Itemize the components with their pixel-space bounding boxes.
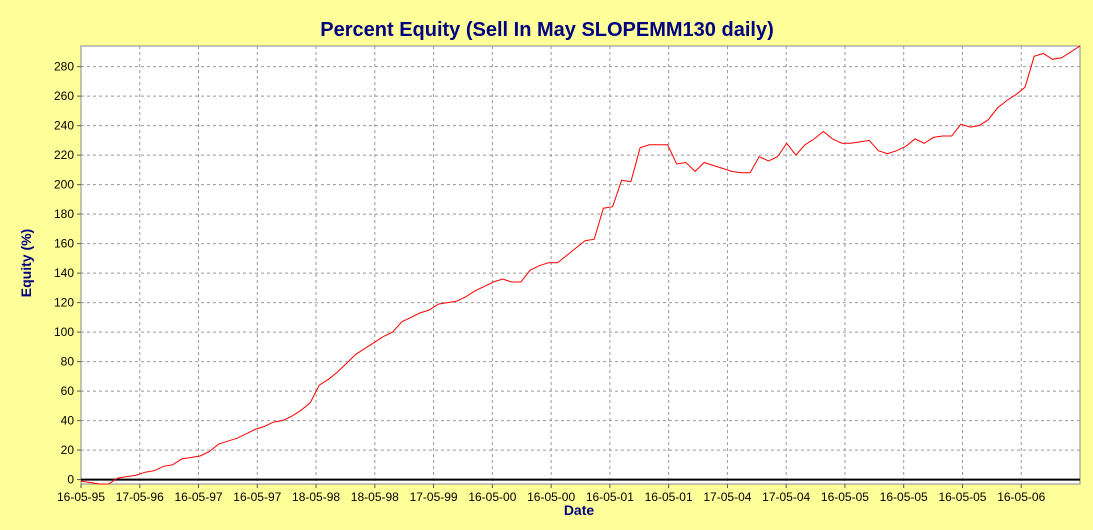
y-tick-label: 140: [54, 266, 74, 280]
y-tick-label: 260: [54, 89, 74, 103]
x-tick-label: 16-05-00: [468, 490, 516, 504]
x-tick-label: 16-05-01: [586, 490, 634, 504]
y-tick-label: 100: [54, 325, 74, 339]
y-tick-label: 0: [67, 473, 74, 487]
x-axis-label: Date: [564, 502, 595, 518]
y-tick-label: 200: [54, 178, 74, 192]
grid: [81, 46, 1080, 484]
x-tick-label: 18-05-98: [292, 490, 340, 504]
series-line-equity: [80, 45, 1081, 485]
x-tick-label: 16-05-00: [527, 490, 575, 504]
x-tick-label: 16-05-05: [821, 490, 869, 504]
x-tick-label: 16-05-05: [938, 490, 986, 504]
x-tick-label: 17-05-99: [410, 490, 458, 504]
y-tick-label: 280: [54, 60, 74, 74]
x-tick-label: 16-05-95: [57, 490, 105, 504]
y-axis-label: Equity (%): [18, 229, 34, 297]
y-tick-label: 240: [54, 119, 74, 133]
x-tick-label: 16-05-97: [175, 490, 223, 504]
y-axis: 0 20 40 60 80 100 120 140 160 180 200 220 240 260 280: [54, 60, 81, 487]
x-tick-label: 17-05-96: [116, 490, 164, 504]
x-tick-label: 17-05-04: [762, 490, 810, 504]
chart-title: Percent Equity (Sell In May SLOPEMM130 d…: [320, 19, 773, 41]
x-tick-label: 18-05-98: [351, 490, 399, 504]
y-tick-label: 80: [61, 355, 75, 369]
y-tick-label: 180: [54, 207, 74, 221]
x-tick-label: 17-05-04: [703, 490, 751, 504]
x-tick-label: 16-05-01: [645, 490, 693, 504]
plot-area: [80, 45, 1081, 485]
y-tick-label: 60: [61, 384, 75, 398]
y-tick-label: 160: [54, 237, 74, 251]
x-axis: 16-05-95 17-05-96 16-05-97 16-05-97 18-05-98…: [57, 484, 1046, 504]
x-tick-label: 16-05-06: [997, 490, 1045, 504]
y-tick-label: 40: [61, 414, 75, 428]
y-tick-label: 220: [54, 148, 74, 162]
x-tick-label: 16-05-05: [880, 490, 928, 504]
x-tick-label: 16-05-97: [233, 490, 281, 504]
y-tick-label: 120: [54, 296, 74, 310]
y-tick-label: 20: [61, 443, 75, 457]
